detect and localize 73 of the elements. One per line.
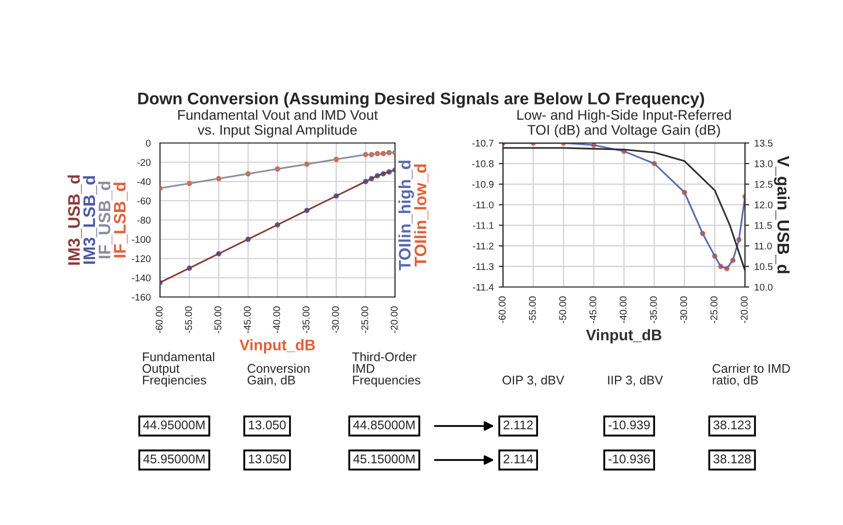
y2-tick-label: 11.5 bbox=[754, 222, 772, 229]
y2-tick-label: 13.5 bbox=[754, 140, 773, 147]
text: Third-Order IMD Frequencies bbox=[352, 352, 420, 387]
chart-title: Low- and High-Side Input-Referred TOI (dB) and Voltage Gain (dB) bbox=[517, 110, 731, 138]
x-axis-title: Vinput_dB bbox=[240, 339, 315, 354]
x-tick-label: -20.00 bbox=[390, 306, 398, 334]
x-tick-label: -40.00 bbox=[273, 306, 280, 334]
x-tick-label: -25.00 bbox=[361, 306, 368, 334]
y2-axis-title: V_gain_USB_d bbox=[774, 156, 790, 274]
text: IM3_LSB_d bbox=[82, 176, 98, 264]
text: -10.939 bbox=[608, 420, 650, 430]
text: 38.128 bbox=[713, 454, 751, 464]
y-tick-label: -11.4 bbox=[472, 284, 494, 291]
y-tick-label: -11.2 bbox=[472, 242, 494, 250]
text: 44.95000M bbox=[143, 420, 205, 430]
text: IM3_USB_d bbox=[68, 175, 82, 265]
text: Fundamental Output Freqiencies bbox=[142, 352, 214, 387]
y-tick-label: -60 bbox=[137, 197, 151, 204]
y-tick-label: -80 bbox=[137, 216, 151, 224]
x-tick-label: -60.00 bbox=[498, 296, 506, 324]
y-tick-label: -120 bbox=[132, 255, 151, 262]
text: TOIlin_low_d bbox=[414, 164, 428, 267]
y-tick-label: -100 bbox=[132, 236, 151, 243]
y-tick-label: -160 bbox=[132, 294, 151, 301]
x-tick-label: -45.00 bbox=[244, 306, 251, 334]
text: 38.123 bbox=[713, 420, 751, 430]
y2-tick-label: 10.0 bbox=[754, 284, 773, 291]
x-tick-label: -35.00 bbox=[650, 296, 657, 324]
y-tick-label: -10.8 bbox=[472, 160, 494, 168]
x-tick-label: -55.00 bbox=[528, 296, 536, 324]
y2-tick-label: 11.0 bbox=[754, 242, 772, 250]
y2-tick-label: 10.5 bbox=[754, 263, 773, 270]
text: IF_LSB_d bbox=[113, 182, 128, 258]
y-tick-label: -10.7 bbox=[472, 140, 494, 147]
chart-title: Fundamental Vout and IMD Vout vs. Input Signal Amplitude bbox=[178, 110, 378, 138]
text: OIP 3, dBV bbox=[502, 375, 564, 386]
y2-tick-label: 12.0 bbox=[754, 201, 773, 208]
y-tick-label: -20 bbox=[137, 158, 151, 166]
text: 44.85000M bbox=[353, 420, 415, 430]
text: 45.95000M bbox=[143, 454, 205, 464]
y-tick-label: -40 bbox=[137, 178, 151, 186]
x-tick-label: -20.00 bbox=[740, 296, 748, 324]
text: 45.15000M bbox=[353, 454, 415, 464]
text: Carrier to IMD ratio, dB bbox=[712, 364, 790, 386]
text: 2.114 bbox=[504, 454, 533, 464]
x-tick-label: -30.00 bbox=[332, 306, 339, 334]
text: 2.112 bbox=[504, 420, 533, 430]
x-tick-label: -25.00 bbox=[710, 296, 718, 324]
text: -10.936 bbox=[608, 454, 650, 464]
text: Conversion Gain, dB bbox=[248, 364, 310, 386]
x-tick-label: -40.00 bbox=[620, 296, 627, 324]
x-tick-label: -35.00 bbox=[302, 306, 310, 334]
y-tick-label: -11.3 bbox=[472, 263, 494, 270]
y-tick-label: -140 bbox=[132, 274, 151, 282]
y-tick-label: -11.0 bbox=[472, 201, 494, 208]
y2-tick-label: 12.5 bbox=[754, 180, 773, 188]
y-tick-label: -11.1 bbox=[472, 222, 494, 229]
y-tick-label: -10.9 bbox=[472, 180, 494, 188]
text: IF_USB_d bbox=[98, 182, 112, 258]
text: 13.050 bbox=[248, 454, 286, 464]
x-tick-label: -30.00 bbox=[680, 296, 688, 324]
text: IIP 3, dBV bbox=[608, 375, 664, 386]
x-axis-title: Vinput_dB bbox=[586, 329, 662, 344]
x-tick-label: -55.00 bbox=[185, 306, 192, 334]
y-tick-label: 0 bbox=[146, 140, 151, 147]
x-tick-label: -60.00 bbox=[156, 306, 163, 334]
x-tick-label: -50.00 bbox=[214, 306, 222, 334]
x-tick-label: -50.00 bbox=[559, 296, 566, 324]
text: Down Conversion (Assuming Desired Signals are Below LO Frequency) bbox=[138, 92, 704, 108]
text: TOIlin_high_d bbox=[398, 160, 414, 270]
text: 13.050 bbox=[248, 420, 286, 430]
x-tick-label: -45.00 bbox=[589, 296, 596, 324]
y2-tick-label: 13.0 bbox=[754, 160, 773, 168]
